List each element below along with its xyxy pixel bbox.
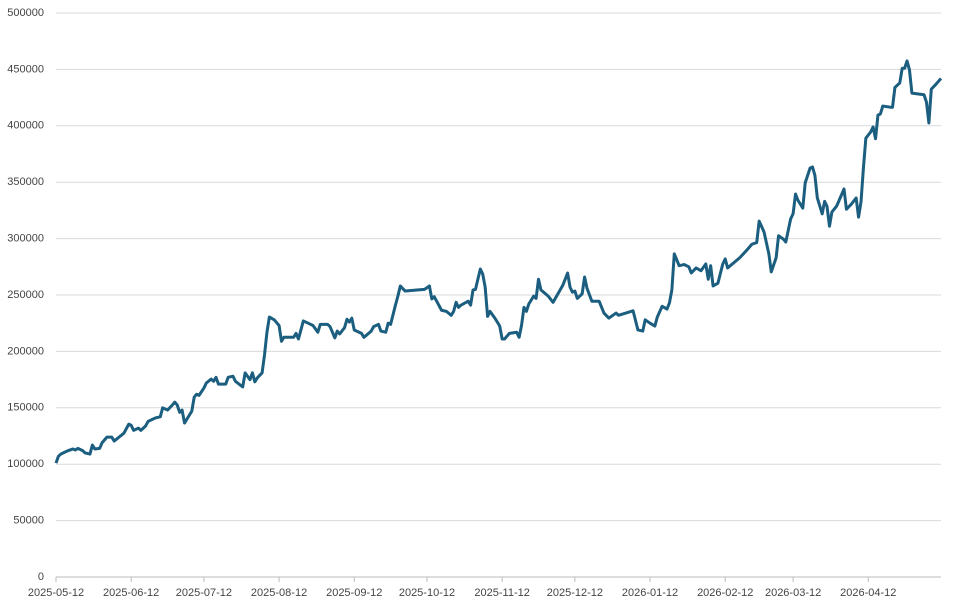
x-tick-label: 2025-08-12 xyxy=(251,587,307,599)
x-tick-label: 2025-09-12 xyxy=(326,587,382,599)
x-tick-label: 2026-02-12 xyxy=(697,587,753,599)
y-tick-label: 200000 xyxy=(7,345,44,357)
y-tick-label: 400000 xyxy=(7,120,44,132)
x-tick-label: 2026-03-12 xyxy=(765,587,821,599)
x-tick-label: 2025-07-12 xyxy=(176,587,232,599)
x-tick-label: 2025-06-12 xyxy=(103,587,159,599)
x-tick-label: 2025-05-12 xyxy=(28,587,84,599)
x-tick-label: 2025-11-12 xyxy=(474,587,529,599)
x-tick-label: 2025-12-12 xyxy=(547,587,603,599)
data-line xyxy=(54,59,943,464)
x-tick-label: 2026-01-12 xyxy=(622,587,678,599)
y-tick-label: 500000 xyxy=(7,7,44,19)
y-tick-label: 350000 xyxy=(7,176,44,188)
y-tick-label: 300000 xyxy=(7,233,44,245)
y-tick-label: 450000 xyxy=(7,63,44,75)
y-tick-label: 250000 xyxy=(7,289,44,301)
y-tick-label: 50000 xyxy=(13,515,44,527)
y-tick-label: 100000 xyxy=(7,458,44,470)
x-tick-label: 2025-10-12 xyxy=(399,587,455,599)
x-tick-label: 2026-04-12 xyxy=(840,587,896,599)
y-tick-label: 150000 xyxy=(7,402,44,414)
y-tick-label: 0 xyxy=(38,571,44,583)
